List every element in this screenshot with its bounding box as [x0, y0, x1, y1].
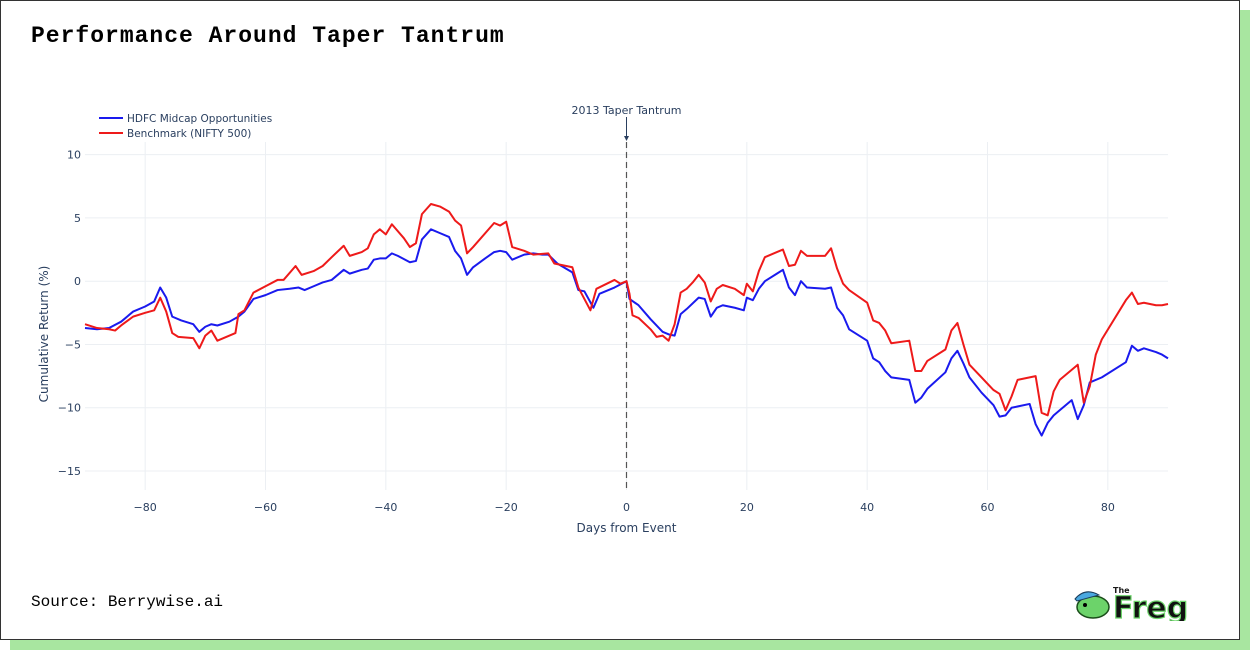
logo-small-text: The: [1113, 586, 1130, 595]
chart: −15 −10 −5 0 5 10 −80 −60 −40 −20 0 20 40 60 80 Days fr…: [37, 104, 1169, 535]
legend-label: Benchmark (NIFTY 500): [127, 128, 251, 140]
y-tick-label: 0: [74, 275, 81, 288]
series-line: [84, 228, 1169, 437]
logo-eye: [1083, 603, 1087, 607]
x-tick-label: 80: [1101, 501, 1115, 514]
chart-title: Performance Around Taper Tantrum: [31, 23, 505, 49]
logo-cap: [1074, 591, 1101, 602]
x-tick-label: −20: [495, 501, 518, 514]
x-tick-label: 40: [860, 501, 874, 514]
series-line: [84, 203, 1169, 417]
logo: The Freg: [1074, 586, 1189, 621]
annotation-arrowhead: [624, 136, 629, 141]
y-axis-title: Cumulative Return (%): [37, 266, 51, 403]
x-tick-label: 20: [740, 501, 754, 514]
x-tick-label: −40: [374, 501, 397, 514]
x-axis-title: Days from Event: [577, 521, 677, 535]
annotation-text: 2013 Taper Tantrum: [571, 104, 681, 117]
x-tick-label: −60: [254, 501, 277, 514]
y-tick-label: −15: [58, 465, 81, 478]
y-tick-label: −10: [58, 402, 81, 415]
y-tick-label: 10: [67, 149, 81, 162]
legend-label: HDFC Midcap Opportunities: [127, 113, 272, 125]
source-note: Source: Berrywise.ai: [31, 593, 224, 611]
logo-text: Freg: [1113, 591, 1188, 621]
x-tick-label: 0: [623, 501, 630, 514]
card: Performance Around Taper Tantrum −15 −10−…: [0, 0, 1240, 640]
x-tick-label: 60: [981, 501, 995, 514]
y-tick-label: −5: [65, 338, 81, 351]
y-tick-label: 5: [74, 212, 81, 225]
x-tick-label: −80: [134, 501, 157, 514]
